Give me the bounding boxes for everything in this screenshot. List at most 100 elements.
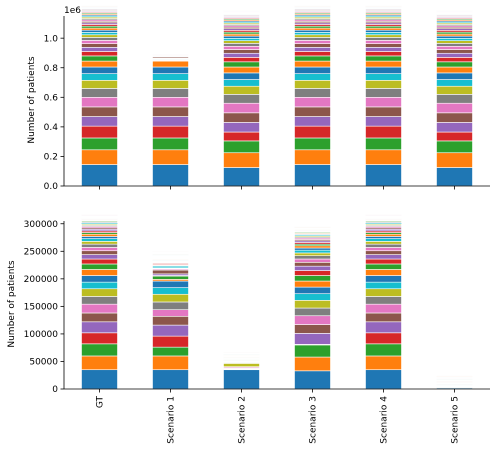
top-bar-segment (365, 27, 402, 31)
top-bar-segment (365, 55, 402, 62)
top-y-tick-label: 0.6 (44, 94, 59, 104)
bottom-chart-axes: 0 50000 100000 150000 200000 250000 300000 (24, 220, 490, 395)
bottom-bar-segment (81, 258, 118, 265)
top-bar-segment (81, 125, 118, 139)
bottom-bar-segment (152, 287, 189, 295)
bottom-bar-segment (294, 356, 331, 372)
bottom-bar-segment (365, 241, 402, 245)
bottom-bar-segment (81, 263, 118, 270)
bottom-bar-segment (294, 300, 331, 309)
bottom-bar-segment (365, 355, 402, 371)
bottom-bar-segment (152, 346, 189, 357)
bottom-bar-segment (81, 332, 118, 345)
top-bar-segment (294, 97, 331, 108)
top-bar-segment (365, 47, 402, 52)
top-bar-segment (436, 102, 473, 114)
top-bar-segment (294, 125, 331, 139)
bottom-bar-segment (294, 249, 331, 254)
bottom-bar-segment (365, 303, 402, 314)
top-bar-segment (81, 29, 118, 33)
top-bar-segment (294, 66, 331, 74)
bottom-bar-segment (81, 269, 118, 276)
top-chart-offset-text: 1e6 (64, 6, 81, 16)
bottom-bar-segment (81, 296, 118, 305)
bottom-bar-segment (294, 286, 331, 295)
bottom-bar-segment (81, 275, 118, 283)
top-bar-segment (294, 34, 331, 38)
top-bar-segment (223, 35, 260, 39)
top-bar-segment (223, 102, 260, 114)
bottom-bar-segment (81, 254, 118, 260)
top-bar-segment (294, 88, 331, 98)
top-bar-segment (436, 43, 473, 47)
top-bar-segment (365, 164, 402, 187)
bottom-bar-segment (81, 238, 118, 242)
top-bar-segment (294, 51, 331, 57)
top-bar-segment (365, 51, 402, 57)
bottom-bar-segment (365, 321, 402, 334)
bottom-bar-segment (152, 335, 189, 348)
bottom-bar-segment (365, 296, 402, 305)
bottom-bar-segment (81, 312, 118, 323)
top-y-tick-label: 0.2 (44, 153, 58, 163)
top-bar-segment (152, 66, 189, 74)
top-bar-segment (152, 97, 189, 108)
top-bar-segment (223, 85, 260, 95)
bottom-bar-segment (365, 258, 402, 265)
top-bar-segment (223, 45, 260, 50)
bottom-bar-segment (223, 369, 260, 390)
top-bar-segment (436, 122, 473, 133)
bottom-y-tick-label: 0 (52, 385, 58, 395)
top-bar-segment (294, 137, 331, 151)
top-bar-segment (81, 32, 118, 36)
bottom-bar-segment (365, 254, 402, 260)
bottom-bar-segment (152, 369, 189, 390)
top-chart: 0.0 0.2 0.4 0.6 0.8 1.0 1e6 Number of patient… (27, 4, 490, 192)
top-bar-segment (223, 112, 260, 123)
top-bar-segment (436, 61, 473, 68)
top-bar-segment (81, 116, 118, 127)
bottom-bar-segment (81, 247, 118, 252)
top-bar-segment (436, 85, 473, 95)
top-bar-segment (436, 131, 473, 142)
bottom-bar-segment (365, 288, 402, 297)
bottom-bar-segment (152, 275, 189, 280)
top-bar-segment (436, 79, 473, 87)
top-bar-segment (436, 66, 473, 74)
top-bar-segment (152, 60, 189, 68)
bottom-bar-segment (365, 269, 402, 276)
x-category-label: GT (96, 396, 106, 409)
top-bar-segment (365, 116, 402, 127)
bottom-bar-segment (294, 307, 331, 317)
bottom-bar-segment (81, 321, 118, 334)
bottom-bar-segment (81, 233, 118, 237)
top-bar-segment (81, 137, 118, 151)
bottom-bar-segment (294, 255, 331, 260)
top-bar-segment (365, 66, 402, 74)
top-bar-segment (365, 125, 402, 139)
top-chart-ylabel: Number of patients (27, 56, 37, 144)
top-y-tick-label: 1.0 (44, 34, 59, 44)
x-category-label: Scenario 3 (309, 396, 319, 444)
top-bar-segment (365, 43, 402, 48)
top-bar-segment (81, 60, 118, 68)
top-bar-segment (81, 34, 118, 38)
bottom-bar-segment (294, 252, 331, 256)
bottom-bar-segment (365, 281, 402, 290)
top-bar-segment (152, 125, 189, 139)
top-bar-segment (436, 35, 473, 39)
bottom-bar-segment (152, 355, 189, 371)
bottom-bar-segment (294, 270, 331, 276)
top-bar-segment (81, 40, 118, 44)
x-category-label: Scenario 4 (380, 396, 390, 444)
bottom-bar-segment (365, 250, 402, 255)
bottom-y-tick-label: 250000 (24, 247, 59, 257)
top-bar-segment (294, 43, 331, 48)
bottom-bar-segment (152, 309, 189, 317)
top-bar-segment (81, 73, 118, 81)
top-bar-segment (365, 60, 402, 68)
top-bar-segment (436, 112, 473, 123)
bottom-y-tick-label: 100000 (24, 330, 59, 340)
bottom-bar-segment (152, 293, 189, 303)
top-bar-segment (81, 66, 118, 74)
